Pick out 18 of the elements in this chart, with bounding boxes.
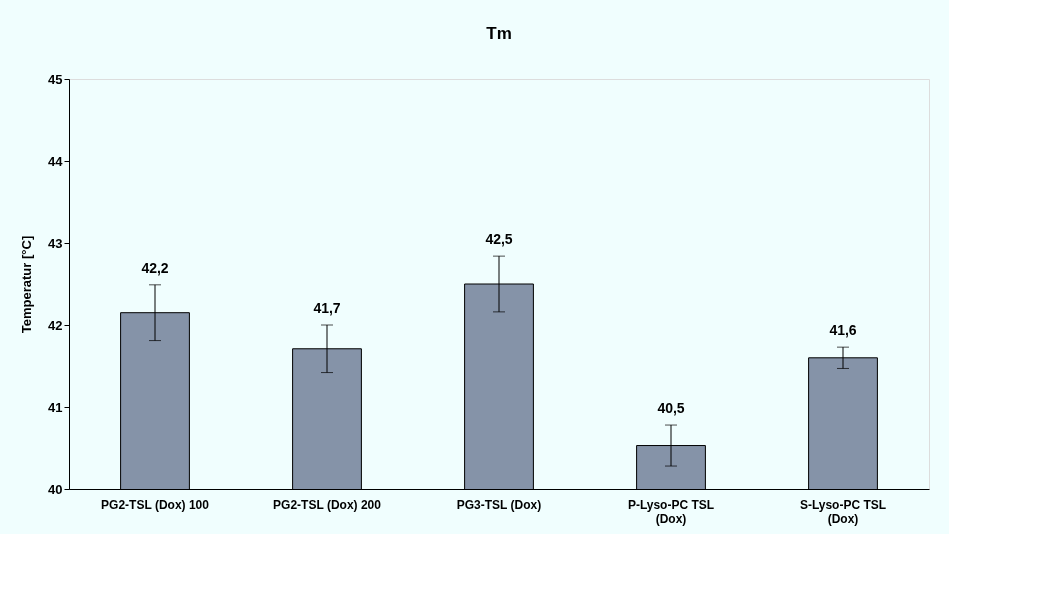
x-tick-label: S-Lyso-PC TSL (Dox) [799,497,887,526]
data-label: 42,5 [485,231,513,248]
y-tick-label: 41 [48,399,63,415]
data-label: 42,2 [141,259,169,276]
x-tick-label: P-Lyso-PC TSL (Dox) [627,497,715,526]
y-tick-label: 40 [48,481,63,497]
chart-title: Tm [486,24,512,43]
x-tick-label: PG3-TSL (Dox) [456,497,542,512]
data-label: 41,7 [313,300,341,316]
x-tick-label: PG2-TSL (Dox) 100 [101,497,210,512]
y-axis-title: Temperatur [°C] [19,235,35,334]
data-label: 41,6 [829,322,857,339]
y-tick-label: 44 [48,153,64,169]
y-tick-label: 45 [48,71,63,87]
y-tick-label: 43 [48,235,63,251]
y-tick-label: 42 [48,317,63,333]
data-label: 40,5 [657,400,685,417]
x-tick-label: PG2-TSL (Dox) 200 [273,497,382,512]
